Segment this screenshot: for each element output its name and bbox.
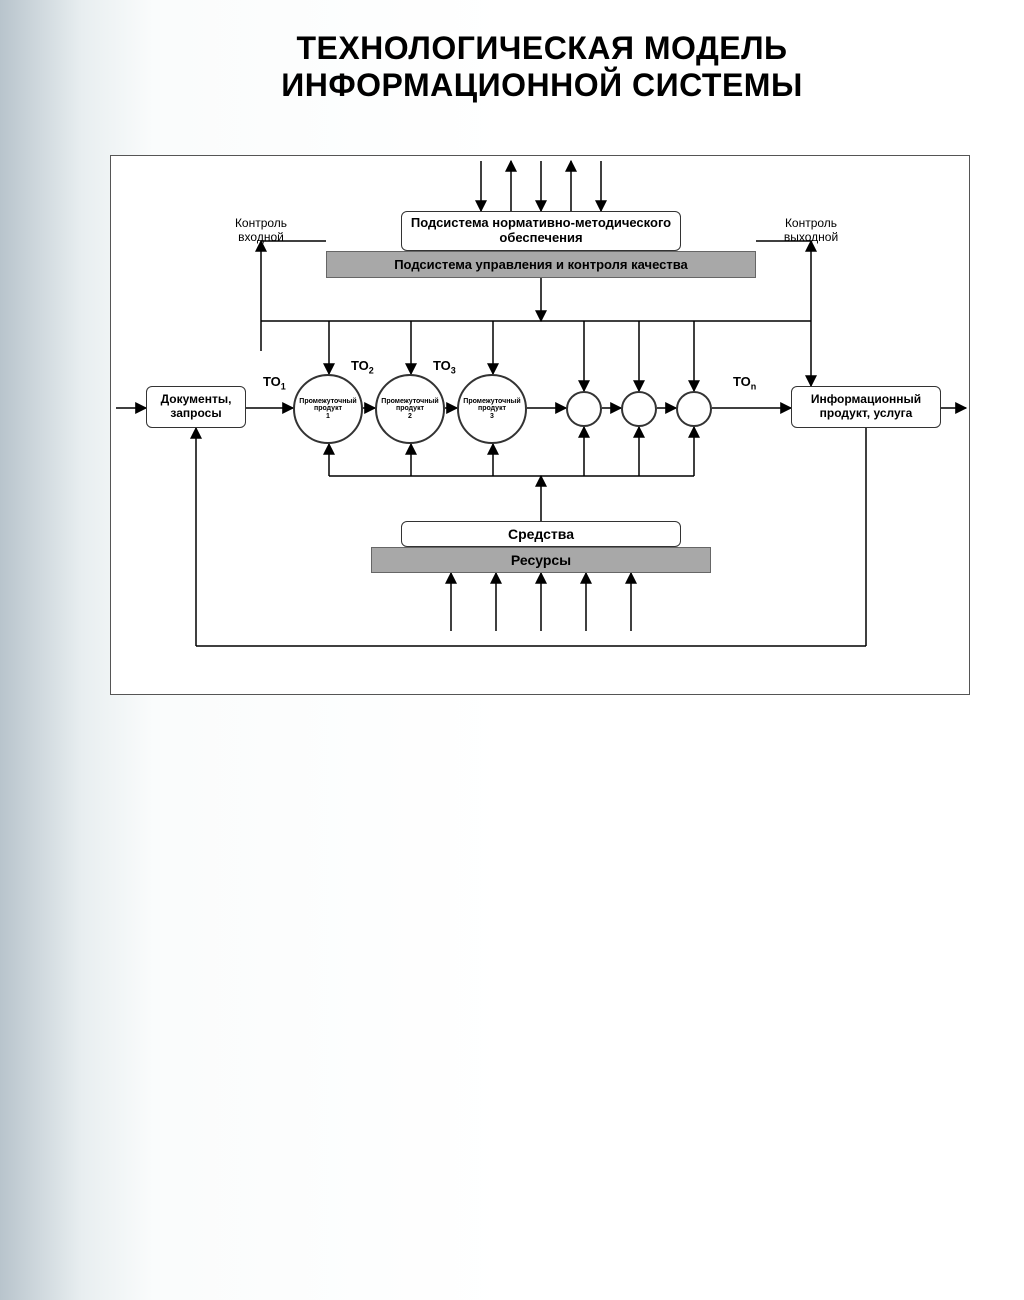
box-regulatory-label: Подсистема нормативно-методического обес… <box>408 216 674 246</box>
bar-quality: Подсистема управления и контроля качеств… <box>326 251 756 278</box>
circle-product-2: Промежуточный продукт 2 <box>375 374 445 444</box>
bar-resources-label: Ресурсы <box>511 552 571 568</box>
label-ton: ТОn <box>733 374 756 392</box>
title-line-2: ИНФОРМАЦИОННОЙ СИСТЕМЫ <box>100 67 984 104</box>
box-output: Информационный продукт, услуга <box>791 386 941 428</box>
box-regulatory: Подсистема нормативно-методического обес… <box>401 211 681 251</box>
circle-small-5 <box>621 391 657 427</box>
box-output-label: Информационный продукт, услуга <box>798 393 934 421</box>
circle-small-4 <box>566 391 602 427</box>
box-input-label: Документы, запросы <box>153 393 239 421</box>
label-to3: ТО3 <box>433 358 456 376</box>
label-control-in: Контроль входной <box>221 216 301 244</box>
box-means-label: Средства <box>508 526 574 542</box>
diagram-frame: Подсистема нормативно-методического обес… <box>110 155 970 695</box>
title-line-1: ТЕХНОЛОГИЧЕСКАЯ МОДЕЛЬ <box>100 30 984 67</box>
bar-quality-label: Подсистема управления и контроля качеств… <box>394 257 688 272</box>
label-to1: ТО1 <box>263 374 286 392</box>
box-means: Средства <box>401 521 681 547</box>
circle-product-3: Промежуточный продукт 3 <box>457 374 527 444</box>
circle-small-6 <box>676 391 712 427</box>
circle-product-1: Промежуточный продукт 1 <box>293 374 363 444</box>
label-to2: ТО2 <box>351 358 374 376</box>
page-title: ТЕХНОЛОГИЧЕСКАЯ МОДЕЛЬ ИНФОРМАЦИОННОЙ СИ… <box>100 30 984 104</box>
bar-resources: Ресурсы <box>371 547 711 573</box>
box-input: Документы, запросы <box>146 386 246 428</box>
label-control-out: Контроль выходной <box>771 216 851 244</box>
